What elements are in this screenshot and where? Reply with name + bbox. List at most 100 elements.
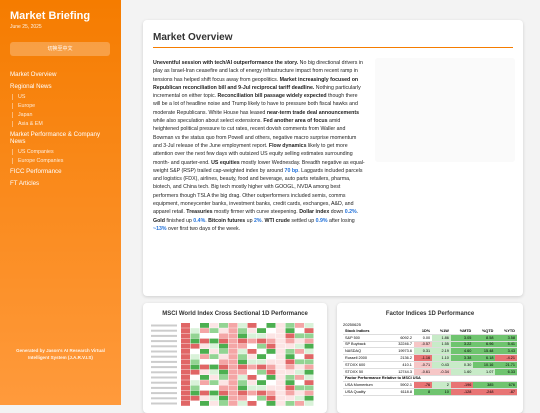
bold-text: near-term trade deal announcements bbox=[266, 109, 360, 116]
heatmap-cell bbox=[200, 333, 209, 339]
heatmap-cell bbox=[238, 338, 247, 344]
row-label-bar bbox=[151, 340, 177, 343]
heatmap-cell bbox=[285, 359, 295, 365]
nav-subitem[interactable]: US Companies bbox=[12, 149, 116, 155]
heatmap-cell bbox=[285, 349, 295, 354]
heatmap-cell bbox=[200, 328, 209, 333]
heatmap-cell bbox=[228, 333, 238, 339]
date: June 25, 2025 bbox=[10, 24, 42, 30]
nav-subitem[interactable]: US bbox=[12, 94, 116, 100]
heading: Market Overview bbox=[153, 32, 513, 48]
table-cell: 2 bbox=[432, 381, 451, 390]
text: Nothing particularly incremental on eith… bbox=[153, 84, 361, 100]
heatmap-cell bbox=[209, 359, 219, 365]
heatmap-cell bbox=[238, 390, 247, 396]
heatmap-cell bbox=[247, 364, 257, 370]
heatmap-cell bbox=[200, 401, 209, 406]
sidebar: Market Briefing June 25, 2025 切换至中文 Mark… bbox=[0, 0, 121, 405]
heatmap-cell bbox=[266, 369, 276, 375]
heatmap-cell bbox=[276, 390, 285, 396]
text: mostly lower Wednesday. Breadth negative… bbox=[153, 159, 365, 174]
text: . bbox=[261, 217, 265, 224]
heatmap-cell bbox=[181, 359, 190, 365]
table-cell: Russell 2000 bbox=[343, 354, 389, 362]
heatmap-cell bbox=[219, 343, 228, 349]
table-row: Russell 2000 2136.2 -1.16 1.10 3.38 6.18 -4.21 bbox=[343, 354, 517, 362]
text: likely to get more attention over the ne… bbox=[153, 142, 353, 166]
heatmap-cell bbox=[190, 364, 200, 370]
nav-subitem[interactable]: Asia & EM bbox=[12, 121, 116, 127]
table-cell: 6118.8 bbox=[388, 388, 414, 396]
bold-text: Market increasingly focused on Republica… bbox=[153, 76, 359, 91]
table-cell: -1.16 bbox=[413, 354, 433, 362]
heatmap-cell bbox=[285, 338, 295, 344]
table-cell: %YTD bbox=[495, 328, 517, 335]
heatmap-cell bbox=[304, 333, 314, 339]
heatmap-cell bbox=[181, 343, 190, 349]
heatmap-cell bbox=[257, 401, 266, 406]
nav-item[interactable]: Regional News bbox=[10, 83, 52, 90]
heatmap-cell bbox=[285, 385, 295, 391]
heatmap-cell bbox=[219, 375, 228, 380]
nav-item[interactable]: FICC Performance bbox=[10, 168, 62, 175]
table-cell: 8 bbox=[413, 388, 433, 396]
heatmap-cell bbox=[228, 359, 238, 365]
card-title: MSCI World Index Cross Sectional 1D Perf… bbox=[162, 311, 308, 317]
heatmap-cell bbox=[266, 364, 276, 370]
table-cell: 0.31 bbox=[413, 347, 433, 356]
table-cell: 19973.6 bbox=[388, 347, 414, 356]
heatmap-cell bbox=[209, 380, 219, 385]
table-cell: %MTD bbox=[450, 328, 474, 335]
heatmap-cell bbox=[257, 323, 266, 328]
heatmap-cell bbox=[295, 375, 304, 380]
heatmap-cell bbox=[257, 343, 266, 349]
heatmap-cell bbox=[228, 385, 238, 391]
table-cell: 410.1 bbox=[388, 361, 414, 369]
table-cell: 1.55 bbox=[432, 341, 451, 349]
heatmap-cell bbox=[257, 385, 266, 391]
row-label-bar bbox=[151, 360, 177, 363]
heatmap-cell bbox=[219, 369, 228, 375]
language-button[interactable]: 切换至中文 bbox=[10, 42, 110, 56]
heatmap-cell bbox=[304, 354, 314, 359]
table-row: Factor Performance Relative to MSCI USA bbox=[343, 375, 517, 383]
heatmap-cell bbox=[200, 354, 209, 359]
table-cell: %1W bbox=[432, 328, 451, 335]
nav-subitem[interactable]: Japan bbox=[12, 112, 116, 118]
nav-subitem[interactable]: Europe bbox=[12, 103, 116, 109]
table-cell: -76 bbox=[413, 381, 433, 390]
heatmap-cell bbox=[181, 369, 190, 375]
row-label-bar bbox=[151, 402, 177, 405]
heatmap-cell bbox=[219, 401, 228, 406]
heatmap-cell bbox=[247, 343, 257, 349]
heatmap-cell bbox=[190, 343, 200, 349]
nav-item[interactable]: Market Overview bbox=[10, 71, 57, 78]
heatmap-cell bbox=[238, 364, 247, 370]
table-cell: 676 bbox=[495, 381, 517, 390]
table-cell: 1.07 bbox=[473, 368, 496, 376]
heatmap-cell bbox=[200, 385, 209, 391]
row-label-bar bbox=[151, 324, 177, 327]
paragraph: Uneventful session with tech/AI outperfo… bbox=[153, 59, 365, 233]
table-cell: 1.60 bbox=[450, 368, 474, 376]
row-label-bar bbox=[151, 371, 177, 374]
table-row: Stock Indices 1D% %1W %MTD %QTD %YTD bbox=[343, 328, 517, 335]
heatmap-cell bbox=[181, 338, 190, 344]
nav-item[interactable]: FT Articles bbox=[10, 180, 40, 187]
nav-subitem[interactable]: Europe Companies bbox=[12, 158, 116, 164]
table-cell: 3.43 bbox=[495, 347, 517, 356]
heatmap-cell bbox=[266, 343, 276, 349]
heatmap-cell bbox=[200, 390, 209, 396]
text: down bbox=[329, 209, 345, 216]
text: No big directional drivers in play as Is… bbox=[153, 60, 363, 83]
nav: Market Overview Regional News US Europe Japa… bbox=[10, 71, 116, 192]
heatmap-cell bbox=[200, 395, 209, 401]
heatmap-cell bbox=[276, 359, 285, 365]
heatmap-cell bbox=[228, 369, 238, 375]
heatmap-cell bbox=[257, 333, 266, 339]
heatmap-cell bbox=[304, 375, 314, 380]
heatmap-cell bbox=[257, 359, 266, 365]
chart: US Equities 1D Performance-1.5-1-0.500.5… bbox=[375, 58, 515, 162]
row-label-bar bbox=[151, 355, 177, 358]
nav-item[interactable]: Market Performance & Company News bbox=[10, 131, 101, 145]
